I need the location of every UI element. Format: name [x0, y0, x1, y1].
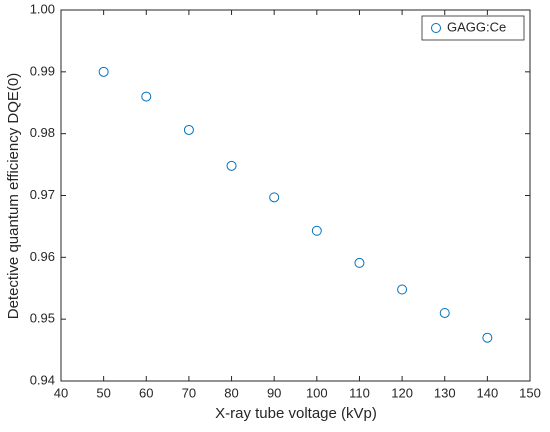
- y-tick-label: 0.99: [30, 63, 55, 78]
- x-tick-label: 80: [224, 385, 238, 400]
- y-tick-label: 1.00: [30, 1, 55, 16]
- x-tick-label: 130: [434, 385, 456, 400]
- legend-label: GAGG:Ce: [447, 19, 506, 34]
- y-tick-label: 0.97: [30, 187, 55, 202]
- y-axis-label: Detective quantum efficiency DQE(0): [5, 73, 22, 320]
- x-axis-label: X-ray tube voltage (kVp): [215, 405, 377, 422]
- y-tick-label: 0.94: [30, 372, 55, 387]
- point: [354, 257, 365, 268]
- point: [439, 307, 450, 318]
- x-tick-label: 90: [267, 385, 281, 400]
- point: [311, 225, 322, 236]
- y-tick-label: 0.95: [30, 311, 55, 326]
- plot-area: [60, 9, 531, 382]
- x-tick-label: 100: [306, 385, 328, 400]
- point: [98, 66, 109, 77]
- x-tick-label: 60: [139, 385, 153, 400]
- x-tick-label: 70: [182, 385, 196, 400]
- x-tick-label: 40: [54, 385, 68, 400]
- point: [482, 332, 493, 343]
- x-tick-label: 150: [519, 385, 541, 400]
- y-tick-label: 0.96: [30, 249, 55, 264]
- x-tick-label: 120: [391, 385, 413, 400]
- y-tick-label: 0.98: [30, 125, 55, 140]
- point: [226, 160, 237, 171]
- x-tick-label: 110: [349, 385, 370, 400]
- point: [141, 91, 152, 102]
- point: [397, 284, 408, 295]
- x-tick-label: 140: [477, 385, 499, 400]
- legend-box: [421, 15, 525, 41]
- legend-marker: [431, 23, 441, 33]
- x-tick-label: 50: [96, 385, 110, 400]
- point: [183, 124, 194, 135]
- point: [269, 192, 280, 203]
